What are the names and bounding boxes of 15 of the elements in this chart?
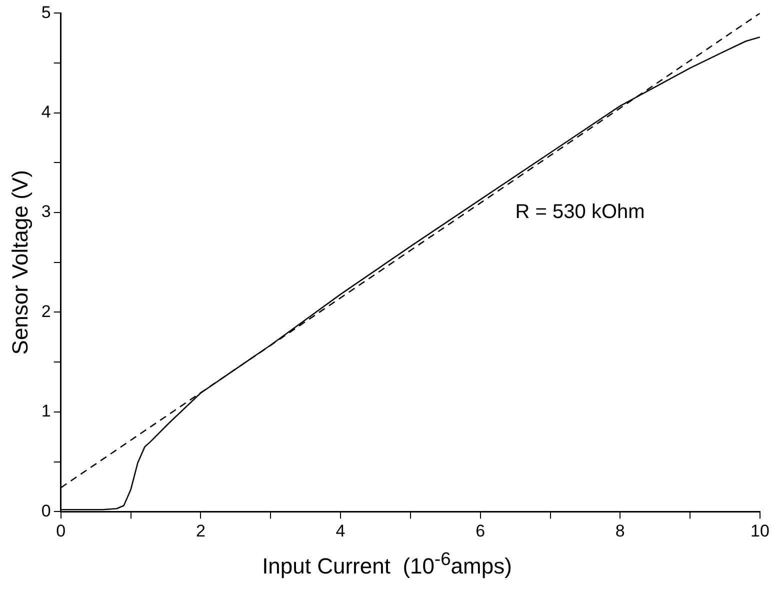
x-tick-label: 0 — [56, 521, 66, 540]
y-tick-label: 3 — [41, 202, 51, 222]
y-tick-label: 2 — [41, 302, 51, 321]
y-tick-label: 1 — [41, 402, 51, 421]
x-axis-title: Input Current (10$^{-6}$amps) — [261, 548, 513, 580]
y-axis-title: Sensor Voltage (V) — [7, 170, 32, 355]
x-tick-label: 10 — [750, 521, 770, 540]
annotation: R = 530 kOhm — [515, 201, 645, 224]
x-tick-label: 6 — [476, 521, 486, 540]
x-tick-label: 8 — [615, 521, 625, 540]
y-tick-label: 4 — [41, 102, 51, 122]
y-tick-label: 0 — [41, 501, 51, 520]
y-tick-label: 5 — [41, 2, 51, 22]
x-tick-label: 4 — [336, 521, 346, 540]
x-tick-label: 2 — [196, 521, 206, 540]
